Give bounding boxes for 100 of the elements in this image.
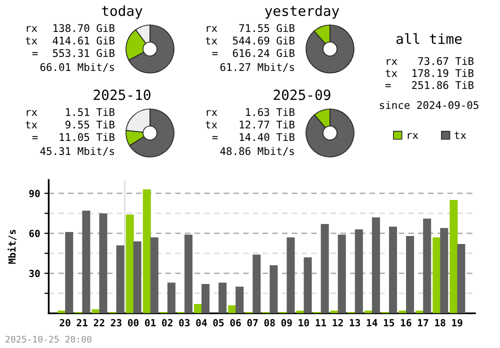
bar bbox=[202, 284, 210, 314]
x-tick-label: 11 bbox=[316, 319, 326, 326]
donut-slice bbox=[128, 24, 174, 74]
bar bbox=[142, 189, 151, 314]
x-tick-label: 23 bbox=[110, 319, 122, 326]
text: 73.67 TiB bbox=[418, 56, 474, 66]
bar bbox=[423, 218, 432, 314]
bar bbox=[320, 224, 329, 314]
text: rx bbox=[26, 110, 38, 116]
bar bbox=[450, 200, 458, 314]
text: tx bbox=[386, 70, 398, 77]
donut-slice bbox=[306, 108, 354, 158]
bar bbox=[304, 257, 312, 314]
bar bbox=[116, 245, 124, 314]
bar bbox=[252, 254, 261, 314]
bar bbox=[372, 217, 380, 314]
text: 61.27 Mbit/s bbox=[220, 62, 294, 72]
x-tick-label: 07 bbox=[247, 319, 258, 326]
bar bbox=[406, 236, 414, 314]
bar bbox=[99, 213, 108, 314]
text: 2025-10-25 20:00 bbox=[6, 336, 92, 343]
x-tick-label: 10 bbox=[298, 319, 309, 326]
bar bbox=[218, 282, 227, 314]
bar bbox=[194, 304, 202, 314]
x-tick-label: 03 bbox=[179, 319, 190, 326]
text: 178.19 TiB bbox=[412, 68, 474, 78]
text: tx bbox=[206, 121, 218, 128]
donut-slice bbox=[306, 24, 354, 74]
text: 12.77 TiB bbox=[240, 120, 295, 128]
bar bbox=[184, 234, 192, 314]
bar bbox=[150, 237, 158, 314]
x-tick-label: 08 bbox=[264, 319, 275, 326]
text: rx bbox=[386, 59, 398, 65]
text: 616.24 GiB bbox=[232, 48, 295, 58]
x-tick-label: 15 bbox=[384, 319, 394, 326]
x-tick-label: 16 bbox=[401, 319, 412, 326]
bar bbox=[389, 226, 398, 314]
text: = bbox=[32, 52, 38, 56]
text: 9.55 TiB bbox=[65, 120, 115, 129]
text: 553.31 GiB bbox=[53, 48, 115, 58]
x-tick-label: 01 bbox=[145, 319, 156, 326]
bar bbox=[432, 237, 441, 314]
x-tick-label: 05 bbox=[213, 319, 224, 326]
text: since 2024-09-05 bbox=[380, 100, 478, 110]
text: = bbox=[212, 52, 218, 56]
chart-title: 2025-10 bbox=[94, 90, 150, 100]
text: rx bbox=[206, 26, 218, 32]
x-tick-label: 21 bbox=[76, 319, 88, 326]
text: rx bbox=[26, 26, 38, 32]
legend-label: rx bbox=[408, 133, 418, 139]
x-tick-label: 00 bbox=[128, 319, 139, 326]
x-tick-label: 13 bbox=[350, 319, 360, 326]
text: 414.61 GiB bbox=[52, 36, 115, 45]
bar bbox=[457, 244, 466, 314]
bar bbox=[440, 228, 448, 314]
text: 138.70 GiB bbox=[54, 24, 115, 32]
x-tick-label: 22 bbox=[94, 319, 104, 326]
bar bbox=[65, 232, 74, 314]
y-tick-label: 90 bbox=[29, 190, 40, 198]
text: 251.86 TiB bbox=[412, 80, 474, 90]
bar bbox=[338, 234, 346, 314]
text: rx bbox=[206, 110, 218, 116]
text: 14.40 TiB bbox=[240, 132, 295, 142]
x-tick-label: 18 bbox=[435, 319, 446, 326]
text: 66.01 Mbit/s bbox=[40, 62, 114, 72]
x-tick-label: 06 bbox=[230, 319, 241, 326]
legend-label: tx bbox=[454, 132, 466, 139]
donut-slice bbox=[129, 108, 174, 158]
x-tick-label: 19 bbox=[452, 319, 462, 326]
x-tick-label: 20 bbox=[60, 319, 70, 326]
bar bbox=[236, 286, 244, 314]
bar bbox=[270, 265, 278, 314]
text: tx bbox=[26, 37, 38, 44]
text: tx bbox=[26, 121, 38, 128]
chart-title: yesterday bbox=[265, 5, 340, 19]
bar bbox=[126, 214, 134, 314]
bar bbox=[133, 241, 142, 314]
x-tick-label: 04 bbox=[196, 319, 207, 326]
bar bbox=[82, 210, 90, 314]
bar bbox=[286, 237, 295, 314]
text: 544.69 GiB bbox=[233, 36, 295, 45]
x-tick-label: 02 bbox=[162, 319, 172, 326]
text: 1.63 TiB bbox=[246, 108, 295, 116]
y-tick-label: 60 bbox=[29, 230, 40, 238]
y-axis-title: Mbit/s bbox=[8, 230, 16, 264]
bar bbox=[167, 282, 176, 314]
y-tick-label: 30 bbox=[29, 270, 40, 278]
x-tick-label: 17 bbox=[418, 319, 428, 326]
x-tick-label: 09 bbox=[281, 319, 292, 326]
text: = bbox=[212, 136, 218, 140]
chart-title: today bbox=[102, 5, 142, 19]
text: 48.86 Mbit/s bbox=[220, 146, 294, 156]
text: all time bbox=[396, 33, 462, 44]
text: 71.55 GiB bbox=[239, 24, 295, 32]
text: tx bbox=[206, 37, 218, 44]
text: 11.05 TiB bbox=[60, 132, 115, 142]
text: 45.31 Mbit/s bbox=[40, 146, 114, 156]
x-tick-label: 14 bbox=[366, 319, 378, 326]
x-tick-label: 12 bbox=[332, 319, 343, 326]
bar bbox=[354, 229, 363, 314]
